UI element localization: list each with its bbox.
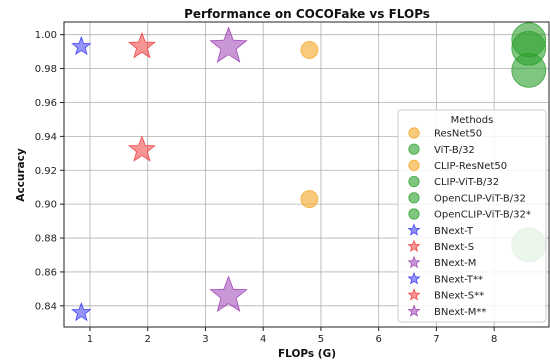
legend-entry-label: CLIP-ResNet50 — [434, 161, 507, 172]
data-point-star — [71, 301, 92, 322]
legend-marker-circle — [408, 192, 420, 204]
legend-entry-label: OpenCLIP-ViT-B/32* — [434, 210, 531, 221]
data-point-circle — [511, 52, 547, 88]
data-point-circle — [300, 190, 319, 208]
legend-title: Methods — [451, 115, 494, 126]
legend-entry-label: ViT-B/32 — [434, 145, 475, 156]
y-tick-label: 0.96 — [35, 98, 57, 109]
data-point-star — [209, 26, 248, 63]
x-tick-label: 4 — [260, 334, 266, 345]
legend-entry-label: OpenCLIP-ViT-B/32 — [434, 193, 526, 204]
y-tick-label: 0.84 — [35, 301, 57, 312]
legend-marker-circle — [408, 143, 420, 155]
data-point-star — [128, 31, 156, 59]
legend-marker-star — [407, 271, 421, 285]
data-point-star — [128, 135, 156, 162]
legend-entry-label: BNext-M** — [434, 307, 486, 318]
plot-frame — [63, 21, 550, 328]
legend-marker-star — [407, 304, 421, 317]
legend-marker-star — [407, 223, 421, 236]
data-point-circle — [300, 41, 319, 59]
legend-entry-label: CLIP-ViT-B/32 — [434, 177, 499, 188]
legend-marker-star — [407, 255, 421, 269]
legend-entry-label: BNext-T — [434, 226, 474, 237]
y-tick-label: 0.90 — [35, 200, 57, 211]
x-tick-label: 2 — [145, 334, 151, 345]
legend-entry-label: BNext-T** — [434, 274, 483, 285]
legend-marker-circle — [408, 176, 420, 188]
x-tick-label: 7 — [433, 334, 439, 345]
legend-marker-circle — [408, 127, 420, 139]
x-tick-label: 5 — [318, 334, 324, 345]
data-point-star — [71, 35, 92, 56]
y-tick-label: 1.00 — [35, 30, 57, 41]
legend: Methods ResNet50 ViT-B/32 CLIP-ResNet50 CLI… — [397, 109, 547, 323]
legend-marker-star — [407, 239, 421, 253]
x-tick-label: 8 — [491, 334, 497, 345]
y-axis-label: Accuracy — [15, 148, 27, 202]
legend-box — [397, 109, 547, 323]
chart-title: Performance on COCOFake vs FLOPs — [184, 7, 430, 21]
legend-marker-circle — [408, 159, 420, 171]
legend-marker-circle — [408, 208, 420, 220]
legend-entry-label: ResNet50 — [434, 129, 482, 140]
data-point-star — [209, 275, 248, 312]
y-tick-label: 0.88 — [35, 234, 57, 245]
y-tick-label: 0.86 — [35, 267, 57, 278]
legend-entry-label: BNext-S** — [434, 291, 484, 302]
y-tick-label: 0.94 — [35, 132, 57, 143]
legend-marker-star — [407, 288, 421, 301]
x-axis-label: FLOPs (G) — [278, 348, 336, 360]
y-tick-label: 0.98 — [35, 64, 57, 75]
x-tick-label: 3 — [202, 334, 208, 345]
x-tick-label: 1 — [87, 334, 93, 345]
x-tick-label: 6 — [375, 334, 381, 345]
axis-ticks: 1 2 3 4 5 6 7 8 0.84 0.86 0.88 0.90 0.92 0.94 0.96 0.98… — [35, 30, 498, 345]
legend-entry-label: BNext-S — [434, 242, 474, 253]
y-tick-label: 0.92 — [35, 166, 57, 177]
legend-entry-label: BNext-M — [434, 258, 476, 269]
